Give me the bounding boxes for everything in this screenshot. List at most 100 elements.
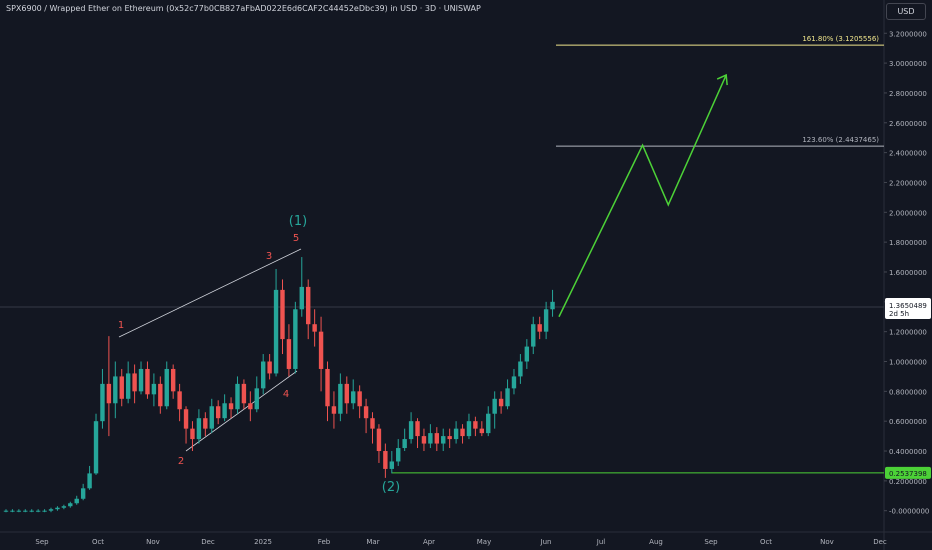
candle-body [48,509,54,511]
candle-body [415,421,420,437]
candle-body [190,428,195,440]
candle-body [344,383,349,404]
y-tick-label: 1.2000000 [889,329,927,337]
y-tick-label: 0.4000000 [889,448,927,456]
candle-body [42,510,47,512]
candle-body [537,324,542,332]
candle-body [228,403,234,410]
candle-body [524,346,530,362]
candle-body [113,376,118,404]
y-tick-label: 1.6000000 [889,269,927,277]
wave-label-2: 2 [178,456,184,467]
candle-body [132,373,137,392]
candle-body [318,331,324,369]
y-tick-label: 0.8000000 [889,388,927,396]
candle-body [447,436,452,440]
x-tick-label: Aug [649,538,663,546]
candle-body [498,398,504,407]
candle-body [235,383,240,410]
candle-body [370,418,375,429]
candle-body [80,488,86,499]
y-tick-label: 1.0000000 [889,359,927,367]
candle-body [421,436,427,444]
candle-body [106,383,112,404]
support-price-value: 0.2537398 [889,470,927,478]
x-tick-label: Dec [873,538,887,546]
candle-body [453,428,459,440]
y-tick-label: 3.0000000 [889,60,927,68]
candle-body [87,473,92,489]
candle-body [479,428,485,434]
candle-body [203,418,208,429]
candle-body [164,368,169,407]
candle-body [492,398,497,414]
x-tick-label: Jul [596,538,606,546]
candle-body [261,361,266,389]
candle-body [55,507,60,510]
trend-line-upper [118,248,302,338]
candle-body [550,301,555,310]
y-tick-label: 0.6000000 [889,418,927,426]
candle-body [531,324,536,347]
y-tick-label: 2.8000000 [889,90,927,98]
wave-label-1: 1 [118,320,124,331]
candle-body [299,286,304,310]
candle-body [248,403,253,410]
candle-body [325,368,330,407]
x-tick-label: Dec [201,538,215,546]
candle-body [511,376,517,389]
y-tick-label: -0.0000000 [889,508,929,516]
candle-body [486,413,491,434]
candle-body [170,368,176,392]
candle-body [286,339,292,369]
candle-body [396,448,401,462]
candle-body [267,361,272,374]
x-tick-label: 2025 [254,538,272,546]
candle-body [196,418,202,440]
candle-body [376,428,382,452]
y-tick-label: 2.4000000 [889,150,927,158]
support-price-badge [885,466,931,479]
candle-body [473,421,478,429]
wave-label-3: 3 [266,251,272,262]
y-tick-label: 2.2000000 [889,179,927,187]
x-tick-label: Oct [760,538,772,546]
candle-body [306,286,311,325]
wave-label-major-1: (1) [289,214,307,229]
candle-body [119,376,124,399]
y-tick-label: 2.0000000 [889,209,927,217]
candle-body [408,421,414,440]
candle-body [402,439,407,449]
candle-body [312,324,317,332]
x-tick-label: Apr [423,538,435,546]
bar-countdown: 2d 5h [889,310,909,318]
candle-body [338,383,343,414]
x-tick-label: May [477,538,491,546]
candle-body [10,510,15,512]
currency-button[interactable]: USD [886,3,926,20]
candle-body [222,403,227,419]
candle-body [363,406,369,419]
x-tick-label: Oct [92,538,104,546]
wave-label-4: 4 [283,389,289,400]
candle-body [183,409,189,429]
x-tick-label: Feb [318,538,331,546]
candle-body [383,451,388,469]
candle-body [29,510,34,512]
projection-path [558,74,727,318]
x-tick-label: Mar [366,538,379,546]
candle-body [16,510,22,512]
candle-body [505,388,510,407]
candle-body [158,383,163,407]
x-tick-label: Nov [820,538,834,546]
candle-body [68,503,73,507]
candle-body [215,406,221,419]
fib-level-label: 161.80% (3.1205556) [802,35,879,43]
candle-body [273,289,279,374]
candle-body [35,510,41,512]
candle-body [23,510,28,512]
projection-arrowhead [716,73,728,86]
x-tick-label: Jun [540,538,552,546]
candle-body [254,388,259,410]
